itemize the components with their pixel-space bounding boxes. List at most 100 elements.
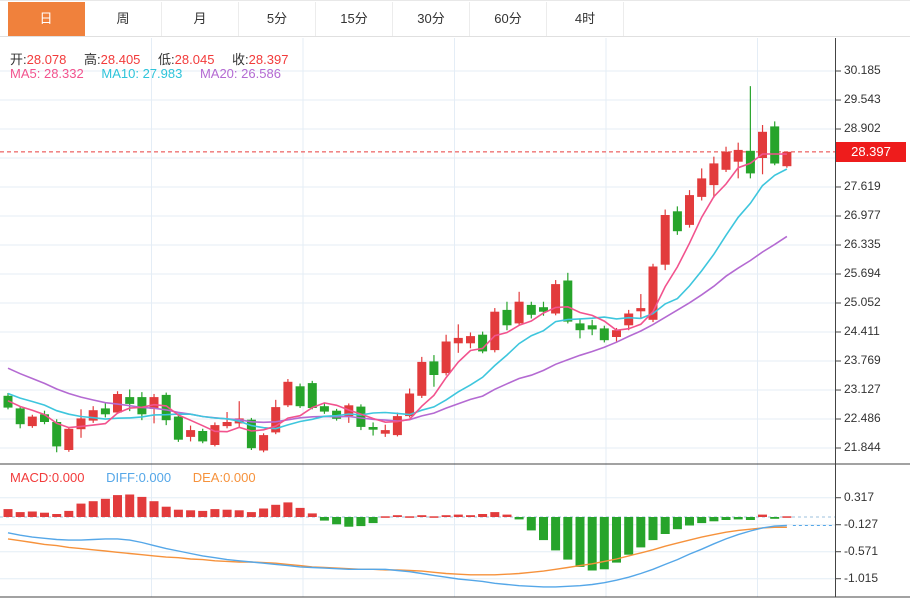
macd-bar [490, 512, 500, 517]
tab-30min[interactable]: 30分 [393, 2, 470, 36]
macd-bar [198, 510, 208, 517]
macd-axis-label: 0.317 [844, 489, 875, 504]
top-border [0, 0, 910, 1]
macd-axis-label: -0.571 [844, 543, 879, 558]
candle [685, 190, 694, 228]
candle [478, 331, 488, 354]
macd-bar [52, 514, 62, 517]
tabbar-divider [0, 36, 910, 37]
ma20-label: MA20: [199, 66, 238, 81]
macd-bar [624, 517, 634, 555]
macd-bar [356, 517, 366, 527]
macd-histogram [3, 494, 792, 571]
macd-bar [76, 503, 86, 517]
high-value: 28.405 [100, 52, 141, 67]
macd-bar [612, 517, 621, 563]
macd-bar [636, 517, 646, 548]
high-label: 高: [84, 52, 101, 67]
tab-month[interactable]: 月 [162, 2, 239, 36]
candle [64, 426, 74, 452]
macd-bar [113, 495, 122, 517]
candle [624, 309, 634, 331]
macd-axis-label: -0.127 [844, 516, 879, 531]
macd-bar [551, 517, 561, 551]
ma5-layer [7, 153, 787, 433]
candle [319, 402, 329, 414]
candle [259, 433, 269, 453]
macd-bar [587, 517, 597, 571]
price-axis-label: 27.619 [844, 178, 881, 193]
candle [222, 412, 232, 429]
open-label: 开: [10, 52, 27, 67]
price-axis-label: 29.543 [844, 92, 881, 107]
tab-5min[interactable]: 5分 [239, 2, 316, 36]
ma20-line [7, 235, 788, 424]
price-axis-label: 25.694 [844, 265, 881, 280]
tab-4hour[interactable]: 4时 [547, 2, 624, 36]
candle [441, 334, 451, 376]
macd-bar [40, 512, 49, 517]
macd-bar [441, 515, 451, 517]
macd-bar [125, 494, 135, 517]
macd-bar [672, 517, 682, 530]
macd-bar [15, 512, 25, 517]
macd-bar [526, 517, 536, 531]
tab-week[interactable]: 周 [85, 2, 162, 36]
macd-bar [64, 510, 74, 517]
candle [52, 419, 62, 453]
macd-bar [307, 513, 317, 517]
macd-bar [478, 514, 488, 517]
macd-bar [660, 517, 670, 534]
candle [490, 308, 500, 353]
candle [429, 355, 439, 387]
last-price-tag: 28.397 [836, 142, 906, 162]
candle [392, 412, 402, 437]
macd-bar [417, 515, 427, 517]
close-value: 28.397 [248, 52, 289, 67]
close-label: 收: [232, 52, 249, 67]
candle [368, 422, 378, 436]
candle [709, 156, 719, 198]
candle [575, 318, 585, 339]
macd-bar [234, 510, 244, 517]
macd-layer [0, 494, 835, 588]
candle [502, 301, 512, 331]
candle [551, 280, 561, 316]
price-axis-label: 26.977 [844, 208, 881, 222]
macd-bar [453, 514, 463, 517]
macd-value: 0.000 [51, 470, 85, 485]
candle [526, 301, 536, 319]
candle [137, 392, 147, 421]
ma10-line [7, 168, 788, 430]
candle [173, 414, 183, 442]
macd-bar [599, 517, 609, 570]
macd-bar [648, 517, 658, 541]
candle [636, 294, 646, 318]
macd-bar [222, 509, 232, 517]
ma5-label: MA5: [10, 66, 41, 81]
candle [283, 379, 293, 408]
macd-bar [466, 515, 475, 517]
macd-bar [332, 517, 342, 525]
macd-bar [246, 512, 256, 517]
candle [186, 425, 196, 442]
macd-bar [186, 510, 196, 517]
macd-bar [514, 517, 524, 520]
candle [113, 391, 122, 414]
macd-bar [295, 507, 305, 517]
tab-60min[interactable]: 60分 [470, 2, 547, 36]
tab-15min[interactable]: 15分 [316, 2, 393, 36]
tab-day[interactable]: 日 [8, 2, 85, 36]
candle [234, 401, 244, 428]
candle [466, 332, 475, 349]
macd-bar [721, 517, 731, 520]
ma-readout: MA5: 28.332 MA10: 27.983 MA20: 26.586 [10, 66, 295, 81]
candle [100, 402, 110, 418]
macd-bar [344, 517, 354, 527]
candle [27, 414, 37, 428]
price-axis-label: 30.185 [844, 63, 881, 77]
candle [332, 408, 342, 421]
price-axis-label: 28.902 [844, 120, 881, 135]
period-tabbar: 日 周 月 5分 15分 30分 60分 4时 [8, 2, 624, 36]
